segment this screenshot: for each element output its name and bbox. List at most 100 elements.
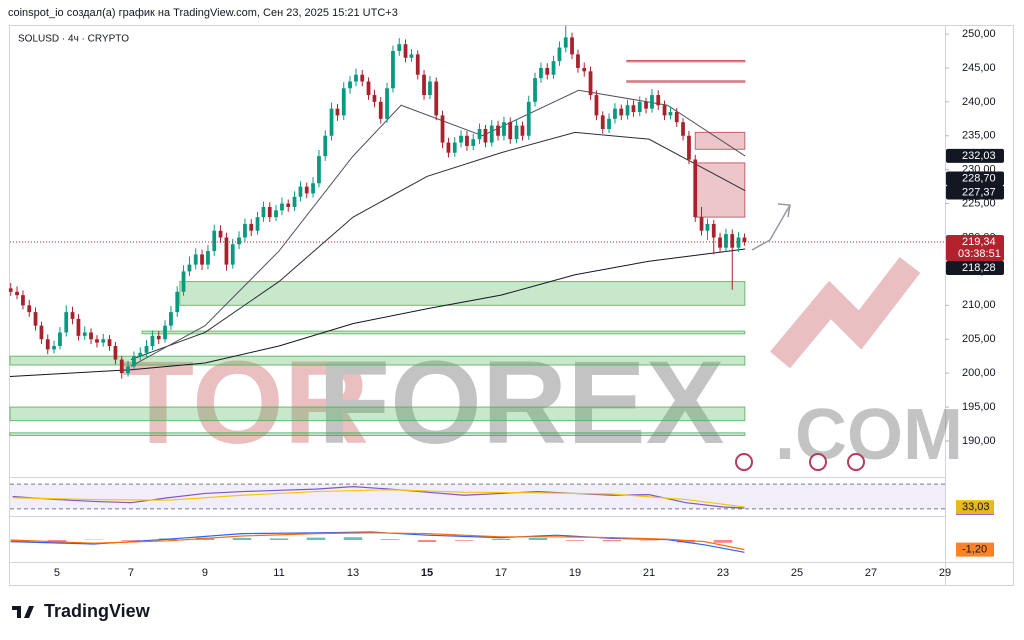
candle-body (292, 196, 297, 207)
candle-body (434, 81, 439, 116)
candle-body (187, 264, 192, 272)
candle-body (403, 44, 408, 58)
value-tag-label: 33,03 (962, 501, 990, 513)
candle-body (422, 74, 426, 96)
value-tag-label: -1,20 (962, 544, 987, 556)
candle-body (477, 128, 482, 140)
candle-body (520, 125, 525, 136)
x-tick-label: 19 (569, 567, 581, 579)
candle-body (637, 101, 642, 113)
candle-body (668, 112, 673, 116)
candle-body (113, 346, 118, 360)
indicator-line (10, 532, 745, 551)
candle-body (730, 234, 735, 248)
candle-body (539, 67, 543, 79)
candle-body (662, 105, 667, 116)
y-tick-label: 240,00 (962, 96, 996, 108)
candle-body (736, 237, 741, 248)
candle-body (89, 332, 93, 340)
histogram-bar (454, 540, 474, 541)
value-tag (956, 499, 994, 514)
candle-body (15, 291, 19, 296)
candle-body (163, 325, 167, 340)
candle-body (385, 88, 389, 119)
candle-body (304, 186, 309, 194)
value-tag (956, 542, 994, 557)
y-tick-label: 205,00 (962, 333, 996, 345)
indicator-line (12, 486, 745, 509)
indicator-line (12, 489, 745, 508)
price-tag (946, 234, 1004, 261)
candle-body (175, 291, 180, 313)
candle-body (563, 37, 568, 48)
candle-body (230, 244, 235, 265)
histogram-bar (343, 537, 363, 540)
x-tick-label: 15 (421, 567, 433, 579)
zone (626, 59, 746, 63)
candle-body (391, 50, 395, 89)
x-tick-label: 21 (643, 567, 655, 579)
event-icon (735, 453, 753, 471)
y-tick-label: 200,00 (962, 367, 996, 379)
histogram-bar (306, 537, 326, 540)
candle-body (267, 206, 272, 218)
y-tick-label: 210,00 (962, 299, 996, 311)
candle-body (317, 156, 321, 184)
candle-body (496, 125, 500, 136)
candle-body (452, 142, 457, 153)
watermark: TOR FOREX .COM (122, 257, 963, 475)
price-tag (946, 171, 1004, 186)
candle-body (286, 203, 291, 207)
histogram-bar (269, 538, 289, 540)
histogram-bar (417, 540, 437, 542)
candle-body (582, 67, 587, 72)
logo-text: TradingView (44, 601, 151, 621)
price-tag-label: 228,70 (962, 172, 996, 184)
symbol: SOLUSD · 4ч · CRYPTO (18, 34, 129, 45)
candle-body (502, 122, 506, 136)
watermark-text: FOREX (318, 337, 725, 469)
candle-body (545, 67, 550, 75)
rsi-band (10, 484, 945, 509)
candle-body (607, 118, 611, 129)
price-tag-label: 218,28 (962, 262, 996, 274)
price-tag-label: 219,34 (962, 236, 996, 248)
candle-body (650, 95, 654, 109)
candle-body (144, 346, 149, 353)
logo-icon (12, 606, 34, 618)
candle-body (45, 339, 50, 350)
indicator-line (130, 131, 746, 361)
candle-body (711, 223, 716, 238)
x-tick-label: 13 (347, 567, 359, 579)
event-icon (809, 453, 827, 471)
candle-body (693, 159, 698, 218)
candle-body (644, 101, 648, 109)
candle-body (613, 108, 617, 119)
zone (694, 131, 746, 150)
y-tick-label: 250,00 (962, 28, 996, 40)
candle-body (526, 101, 531, 136)
header: coinspot_io создал(а) график на TradingV… (8, 7, 398, 19)
candle-body (119, 359, 124, 374)
zone (9, 406, 746, 422)
histogram-bar (491, 538, 511, 540)
candle-body (354, 74, 358, 82)
candle-body (465, 135, 469, 146)
candle-body (631, 105, 636, 113)
candle-body (33, 312, 38, 326)
candle-body (249, 223, 254, 231)
watermark-text: .COM (775, 395, 963, 475)
price-tag (946, 185, 1004, 200)
indicator-line (9, 248, 746, 378)
price-tag-label: 232,03 (962, 150, 996, 162)
histogram-bar (121, 540, 141, 541)
histogram-bar (713, 540, 733, 543)
candle-body (459, 135, 463, 143)
candle-body (280, 203, 284, 211)
zone (9, 355, 746, 366)
forecast-arrow-head (777, 203, 791, 218)
candle-body (243, 223, 247, 238)
candle-body (372, 95, 377, 102)
logo: TradingView (12, 601, 151, 621)
